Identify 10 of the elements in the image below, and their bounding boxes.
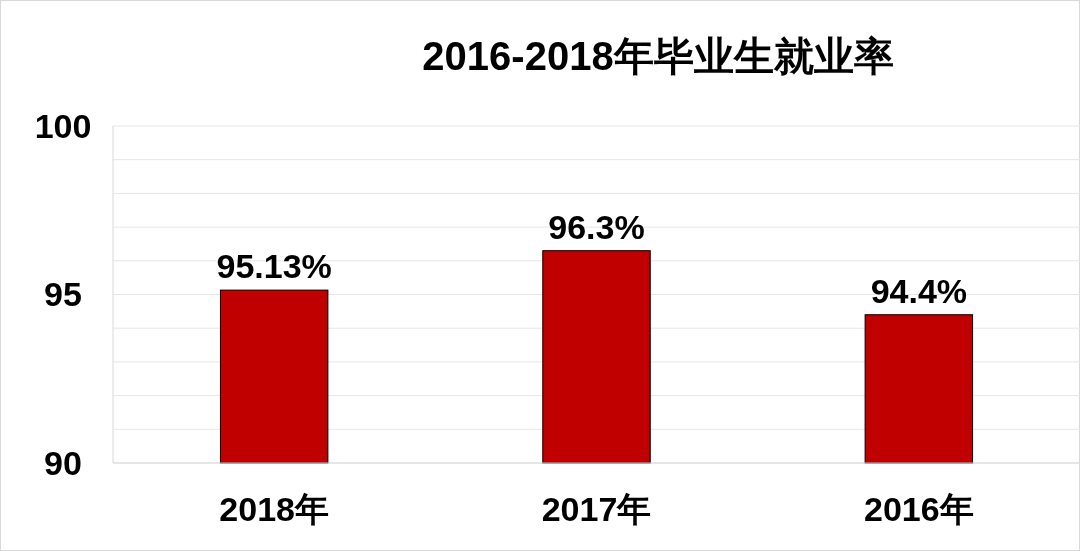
x-tick-label: 2016年 xyxy=(864,490,974,528)
y-tick-label: 100 xyxy=(34,106,92,145)
y-tick-label: 90 xyxy=(44,443,82,482)
x-tick-label: 2017年 xyxy=(541,490,652,528)
data-label: 95.13% xyxy=(216,247,332,286)
data-label: 96.3% xyxy=(548,207,645,246)
y-tick-label: 95 xyxy=(44,275,82,314)
x-tick-label: 2018年 xyxy=(219,490,329,528)
chart-title: 2016-2018年毕业生就业率 xyxy=(422,34,894,78)
data-label: 94.4% xyxy=(870,271,968,310)
